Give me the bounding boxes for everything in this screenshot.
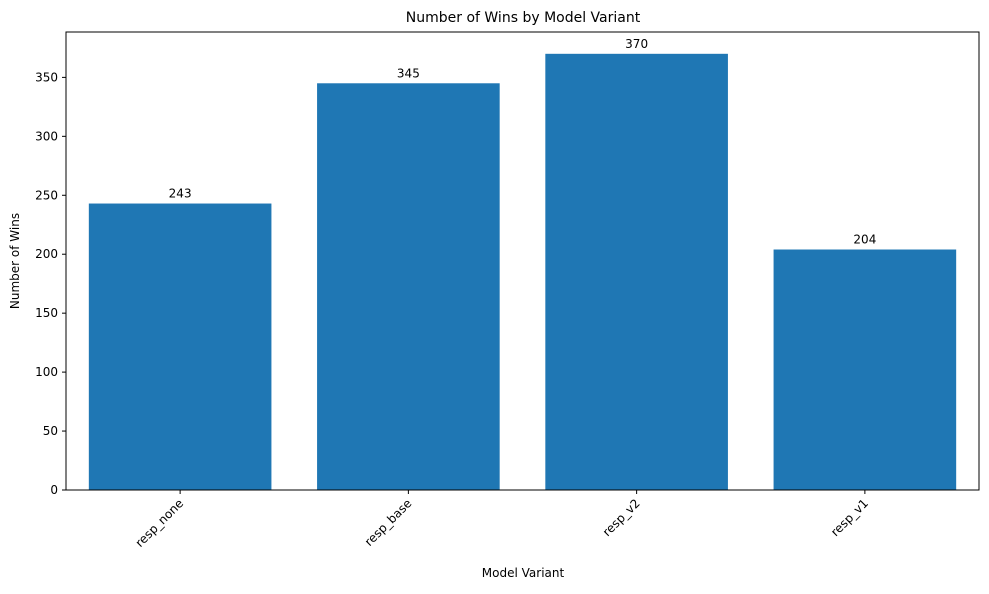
- bar-resp_base: [317, 83, 500, 490]
- bar-value-label: 204: [853, 233, 876, 247]
- bar-labels-layer: 243 345 370 204: [169, 37, 877, 247]
- chart-title: Number of Wins by Model Variant: [406, 10, 641, 26]
- bars-layer: [88, 53, 957, 491]
- y-tick-label: 50: [43, 424, 58, 438]
- y-tick-label: 0: [50, 483, 58, 497]
- y-tick-label: 150: [35, 306, 58, 320]
- y-tick-label: 250: [35, 188, 58, 202]
- y-tick-label: 200: [35, 247, 58, 261]
- x-axis-label: Model Variant: [482, 566, 565, 580]
- bar-value-label: 243: [169, 187, 192, 201]
- y-axis: 0 50 100 150 200 250 300 350: [35, 70, 66, 497]
- plot-area-frame: [65, 31, 980, 491]
- y-tick-label: 100: [35, 365, 58, 379]
- bar-resp_v1: [773, 249, 957, 490]
- bar-resp_v2: [545, 53, 728, 491]
- y-axis-label: Number of Wins: [8, 213, 22, 309]
- y-tick-label: 350: [35, 70, 58, 84]
- bar-resp_none: [88, 203, 272, 490]
- y-tick-label: 300: [35, 129, 58, 143]
- bar-value-label: 345: [397, 66, 420, 80]
- bar-value-label: 370: [625, 37, 648, 51]
